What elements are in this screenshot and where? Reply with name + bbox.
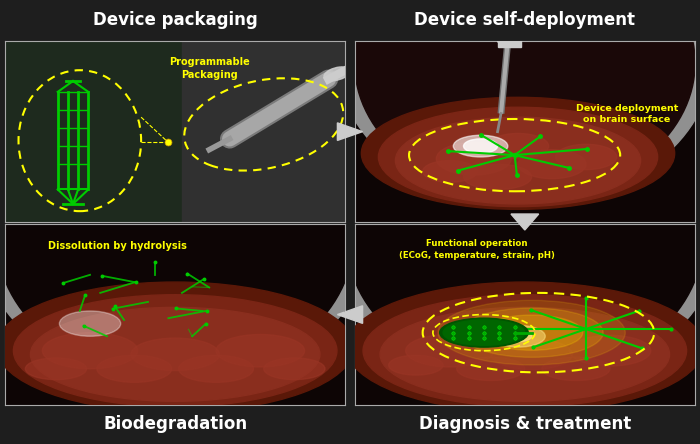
Ellipse shape	[380, 307, 670, 401]
Ellipse shape	[395, 117, 640, 204]
Ellipse shape	[463, 139, 498, 153]
Ellipse shape	[456, 357, 525, 381]
Ellipse shape	[178, 355, 253, 382]
Ellipse shape	[440, 318, 528, 347]
Ellipse shape	[491, 339, 573, 370]
Ellipse shape	[43, 333, 138, 369]
Ellipse shape	[97, 355, 172, 382]
Ellipse shape	[460, 308, 603, 357]
Text: Functional operation
(ECoG, temperature, strain, pH): Functional operation (ECoG, temperature,…	[399, 239, 555, 260]
Ellipse shape	[542, 357, 610, 381]
Ellipse shape	[443, 320, 525, 345]
Ellipse shape	[25, 358, 87, 380]
Ellipse shape	[361, 97, 675, 210]
Text: Biodegradation: Biodegradation	[103, 416, 247, 433]
Bar	[5, 41, 182, 222]
Ellipse shape	[405, 334, 494, 367]
Text: Device packaging: Device packaging	[93, 11, 258, 28]
Ellipse shape	[423, 161, 477, 182]
Ellipse shape	[389, 355, 443, 375]
Ellipse shape	[438, 300, 625, 365]
Ellipse shape	[363, 295, 687, 407]
Ellipse shape	[505, 331, 531, 342]
Ellipse shape	[354, 0, 695, 197]
Ellipse shape	[481, 315, 582, 350]
Ellipse shape	[463, 164, 531, 190]
Ellipse shape	[346, 282, 700, 412]
Ellipse shape	[569, 335, 651, 366]
Ellipse shape	[329, 79, 700, 387]
Ellipse shape	[487, 134, 549, 159]
Bar	[182, 41, 346, 222]
Text: Programmable
Packaging: Programmable Packaging	[169, 57, 250, 79]
Ellipse shape	[0, 282, 354, 412]
Ellipse shape	[13, 295, 337, 407]
Ellipse shape	[518, 150, 586, 178]
Text: Device self-deployment: Device self-deployment	[414, 11, 636, 28]
Ellipse shape	[436, 143, 511, 175]
Ellipse shape	[454, 135, 508, 157]
Ellipse shape	[556, 144, 617, 170]
Polygon shape	[337, 306, 363, 323]
Ellipse shape	[491, 325, 545, 347]
Ellipse shape	[379, 107, 657, 206]
Ellipse shape	[264, 358, 325, 380]
Ellipse shape	[0, 79, 371, 387]
Text: Dissolution by hydrolysis: Dissolution by hydrolysis	[48, 241, 187, 251]
Ellipse shape	[30, 307, 320, 401]
Ellipse shape	[346, 94, 700, 380]
Text: Diagnosis & treatment: Diagnosis & treatment	[419, 416, 631, 433]
Ellipse shape	[0, 94, 354, 380]
Ellipse shape	[216, 334, 304, 367]
Ellipse shape	[131, 338, 219, 371]
Text: Device deployment
on brain surface: Device deployment on brain surface	[576, 103, 678, 123]
Ellipse shape	[337, 0, 700, 204]
Ellipse shape	[498, 39, 522, 44]
Polygon shape	[511, 214, 539, 230]
Ellipse shape	[324, 67, 350, 81]
Ellipse shape	[60, 311, 120, 336]
Bar	[498, 36, 522, 47]
Polygon shape	[337, 123, 363, 140]
